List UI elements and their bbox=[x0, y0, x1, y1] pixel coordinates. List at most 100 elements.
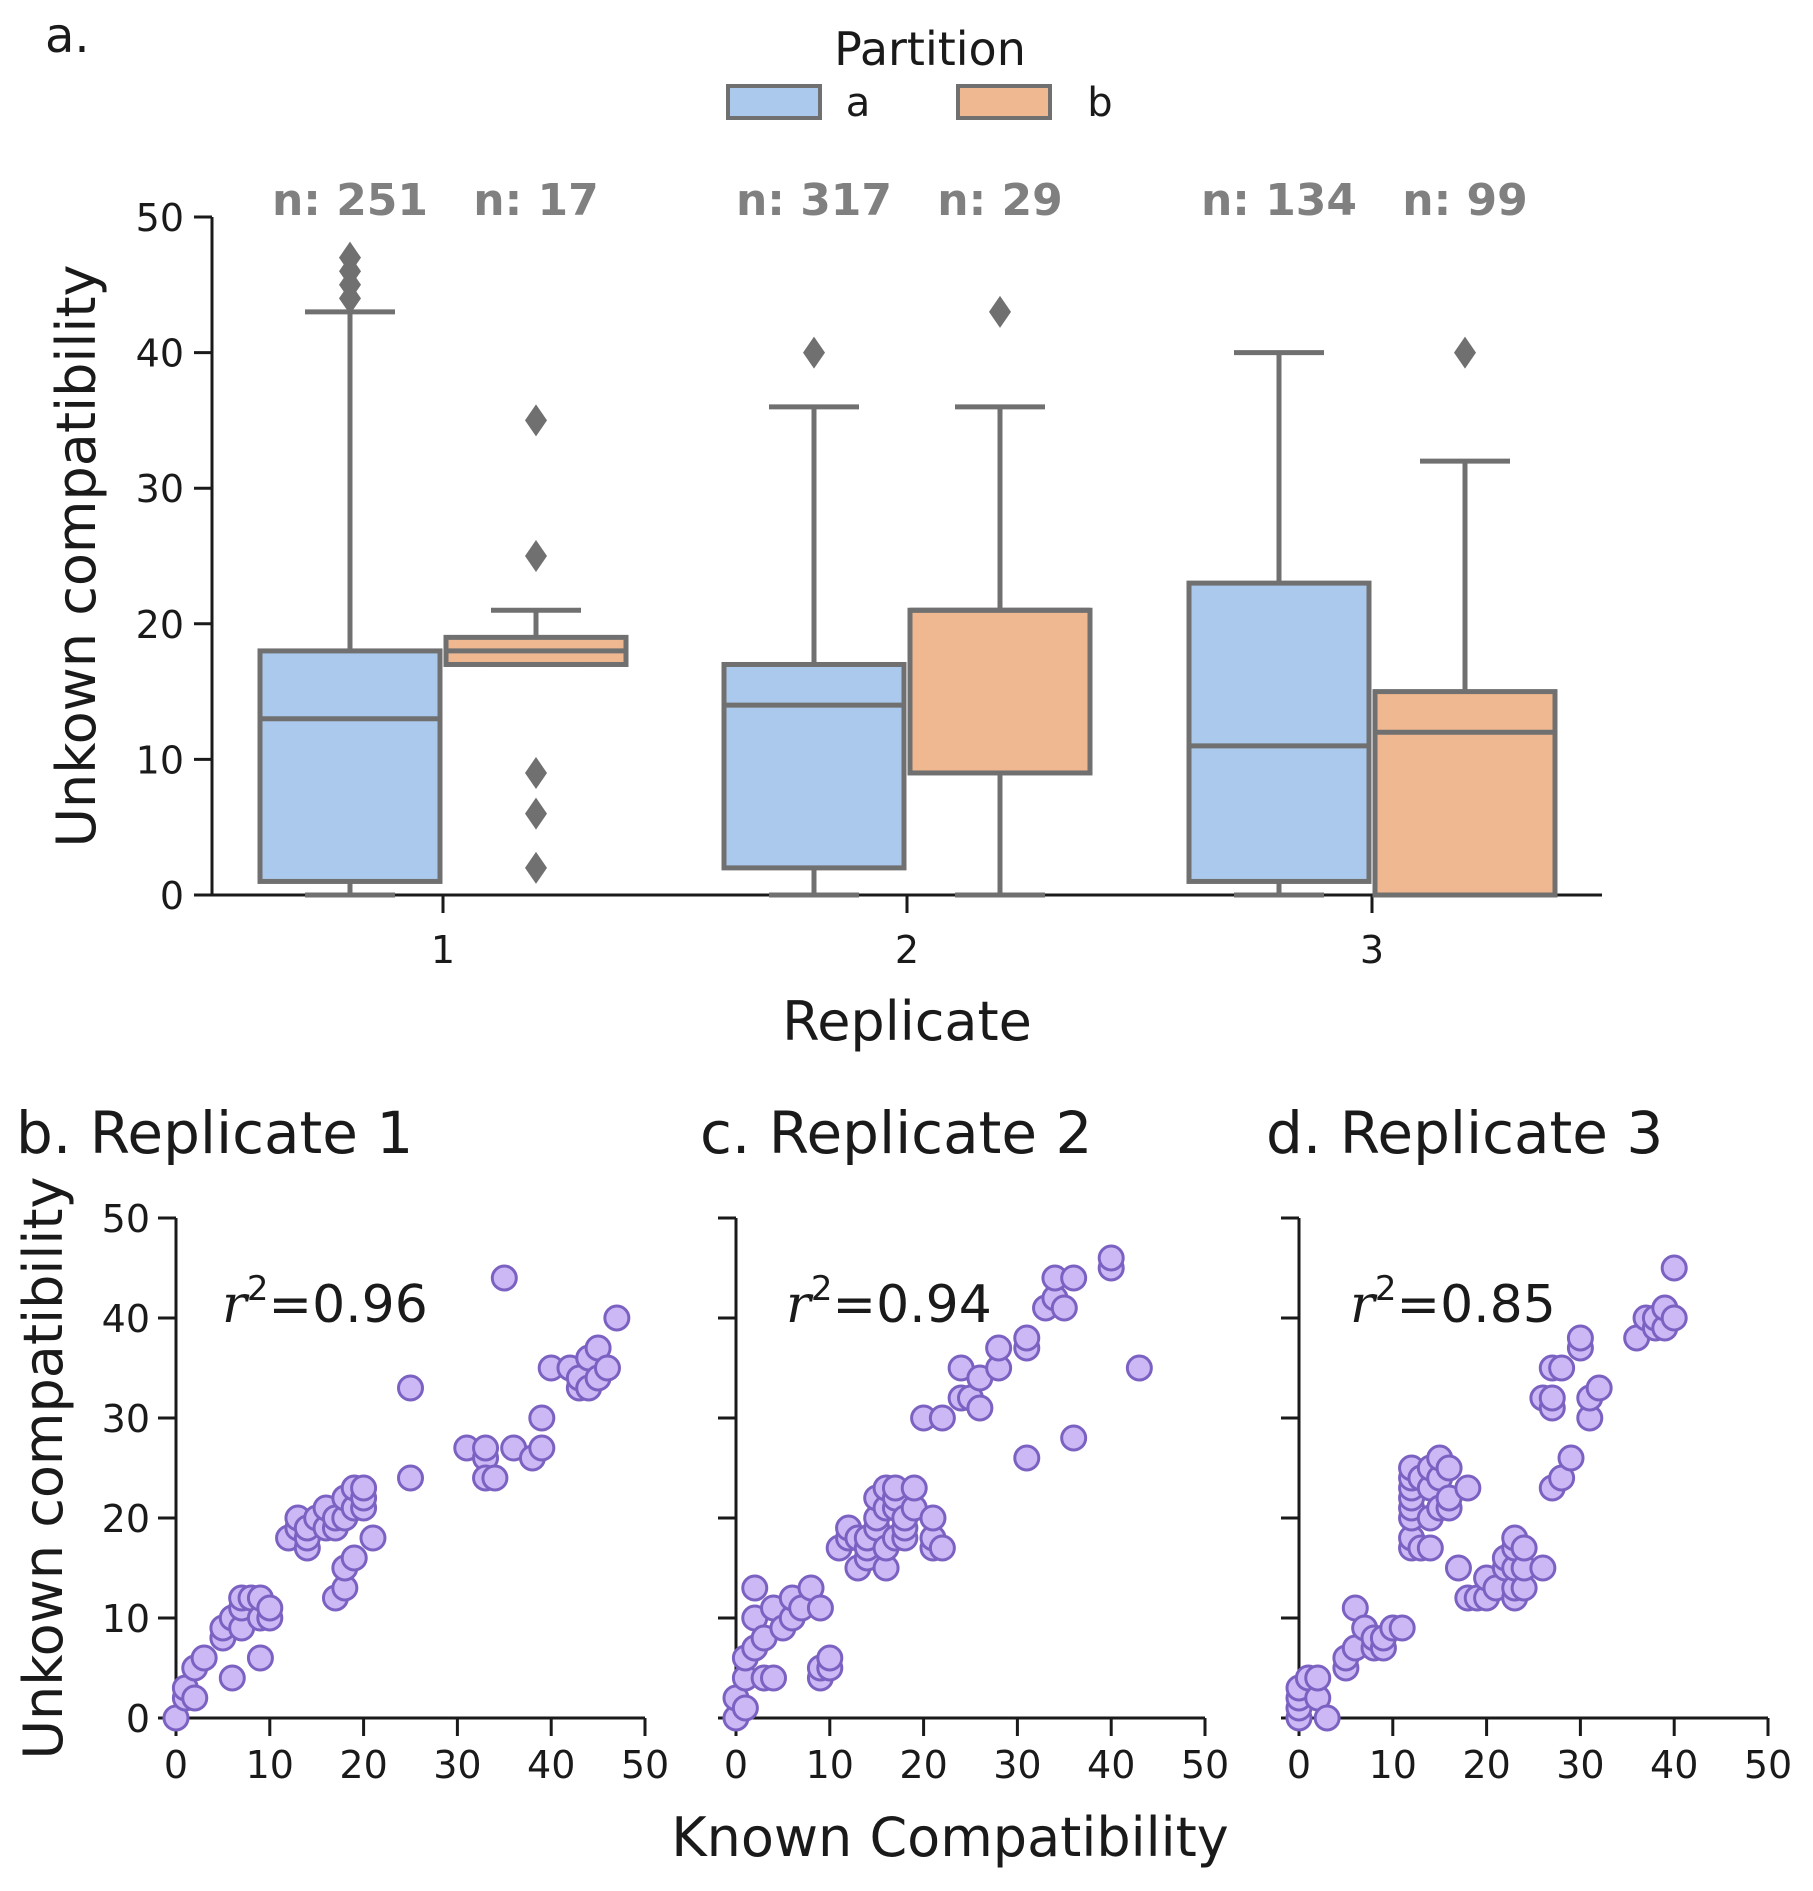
x-tick-label: 50 bbox=[1181, 1743, 1229, 1787]
boxplot-panel-a: 0 10 20 30 40 50 1 2 3 Replicate Unkown compatibil… bbox=[45, 175, 1602, 1053]
outlier-marker bbox=[525, 797, 547, 830]
y-tick-label: 50 bbox=[102, 1197, 150, 1241]
r2-value-d: =0.85 bbox=[1397, 1275, 1556, 1335]
scatter-point bbox=[603, 1304, 631, 1332]
scatter-point bbox=[528, 1434, 556, 1462]
scatter-point bbox=[397, 1464, 424, 1492]
scatter-point bbox=[181, 1684, 209, 1712]
n-count-label: n: 317 bbox=[736, 175, 892, 226]
x-tick-label: 10 bbox=[1369, 1743, 1417, 1787]
r2-value-c: =0.94 bbox=[833, 1275, 992, 1335]
y-tick-label: 40 bbox=[136, 332, 184, 376]
y-tick-label: 20 bbox=[136, 603, 184, 647]
scatter-point bbox=[1435, 1454, 1463, 1482]
y-axis-title: Unkown compatibility bbox=[45, 265, 108, 848]
scatter-panel-d: 0 10 20 30 40 50 bbox=[1281, 1216, 1792, 1787]
y-tick-label: 10 bbox=[136, 738, 184, 782]
scatter-point bbox=[966, 1394, 994, 1422]
scatter-panel-b: 0 10 20 30 40 50 0 10 20 30 40 50 Unkown compatibili… bbox=[12, 1177, 669, 1787]
panel-b-title: b. Replicate 1 bbox=[16, 1099, 413, 1167]
box-b-2 bbox=[907, 607, 1093, 776]
x-tick-label: 20 bbox=[339, 1743, 387, 1787]
panel-d-title: d. Replicate 3 bbox=[1266, 1099, 1663, 1167]
y-tick-label: 10 bbox=[102, 1597, 150, 1641]
outlier-marker bbox=[1454, 336, 1476, 369]
n-count-label: n: 17 bbox=[473, 175, 598, 226]
x-tick-label: 10 bbox=[806, 1743, 854, 1787]
x-tick-label: 30 bbox=[433, 1743, 481, 1787]
scatter-point bbox=[1510, 1534, 1538, 1562]
scatter-point bbox=[1013, 1444, 1041, 1472]
scatter-point bbox=[246, 1644, 274, 1672]
legend-swatch-a bbox=[726, 84, 822, 120]
scatter-point bbox=[1585, 1374, 1613, 1402]
y-tick-label: 30 bbox=[136, 467, 184, 511]
r2-annotation-d: r2=0.85 bbox=[1350, 1269, 1556, 1335]
scatter-point bbox=[1388, 1614, 1416, 1642]
x-tick-label: 1 bbox=[431, 928, 455, 972]
scatter-point bbox=[1060, 1264, 1088, 1292]
scatter-point bbox=[1538, 1384, 1566, 1412]
scatter-point bbox=[490, 1264, 518, 1292]
scatter-point bbox=[741, 1574, 769, 1602]
scatter-point bbox=[1566, 1324, 1594, 1352]
n-count-label: n: 99 bbox=[1402, 175, 1527, 226]
scatter-point bbox=[1416, 1534, 1444, 1562]
scatter-point bbox=[1557, 1444, 1585, 1472]
scatter-point bbox=[1548, 1354, 1576, 1382]
x-axis-title: Replicate bbox=[782, 990, 1032, 1053]
x-axis-title: Known Compatibility bbox=[671, 1806, 1229, 1869]
x-tick-label: 50 bbox=[621, 1743, 669, 1787]
x-tick-label: 30 bbox=[1556, 1743, 1604, 1787]
r2-annotation-b: r2=0.96 bbox=[222, 1269, 428, 1335]
scatter-point bbox=[816, 1644, 844, 1672]
r2-value-b: =0.96 bbox=[269, 1275, 428, 1335]
scatter-point bbox=[1444, 1554, 1472, 1582]
scatter-point bbox=[985, 1334, 1013, 1362]
n-count-label: n: 134 bbox=[1201, 175, 1357, 226]
scatter-point bbox=[919, 1504, 947, 1532]
scatter-point bbox=[472, 1434, 500, 1462]
outlier-marker bbox=[339, 241, 361, 274]
x-tick-label: 20 bbox=[899, 1743, 947, 1787]
x-tick-label: 40 bbox=[1087, 1743, 1135, 1787]
scatter-point bbox=[340, 1544, 368, 1572]
scatter-point bbox=[256, 1594, 284, 1622]
r2-annotation-c: r2=0.94 bbox=[786, 1269, 992, 1335]
scatter-point bbox=[593, 1354, 621, 1382]
x-tick-label: 30 bbox=[993, 1743, 1041, 1787]
scatter-point bbox=[1013, 1324, 1041, 1352]
y-tick-label: 40 bbox=[102, 1297, 150, 1341]
outlier-marker bbox=[525, 540, 547, 572]
x-tick-label: 0 bbox=[164, 1743, 188, 1787]
x-tick-label: 40 bbox=[1650, 1743, 1698, 1787]
scatter-point bbox=[1050, 1294, 1078, 1322]
n-count-label: n: 251 bbox=[272, 175, 428, 226]
scatter-point bbox=[1304, 1664, 1332, 1692]
x-tick-label: 3 bbox=[1360, 928, 1384, 972]
y-axis-title: Unkown compatibility bbox=[12, 1177, 75, 1760]
scatter-point bbox=[1060, 1424, 1088, 1452]
legend-swatch-b bbox=[956, 84, 1052, 120]
y-tick-label: 50 bbox=[136, 196, 184, 240]
scatter-point bbox=[350, 1474, 378, 1502]
y-tick-label: 30 bbox=[102, 1397, 150, 1441]
scatter-point bbox=[806, 1594, 834, 1622]
scatter-point bbox=[928, 1404, 956, 1432]
legend-title: Partition bbox=[834, 22, 1026, 76]
box-a-1 bbox=[257, 648, 443, 884]
scatter-point bbox=[900, 1474, 928, 1502]
outlier-marker bbox=[525, 756, 547, 789]
panel-c-title: c. Replicate 2 bbox=[700, 1099, 1092, 1167]
scatter-point bbox=[190, 1644, 218, 1672]
x-tick-label: 0 bbox=[1287, 1743, 1311, 1787]
scatter-point bbox=[1125, 1354, 1153, 1382]
legend-label-a: a bbox=[846, 80, 871, 126]
scatter-point bbox=[1097, 1244, 1125, 1272]
scatter-point bbox=[397, 1374, 424, 1402]
scatter-point bbox=[218, 1664, 246, 1692]
x-tick-label: 2 bbox=[895, 928, 919, 972]
legend-label-b: b bbox=[1087, 80, 1112, 126]
x-tick-label: 40 bbox=[527, 1743, 575, 1787]
x-tick-label: 10 bbox=[246, 1743, 294, 1787]
